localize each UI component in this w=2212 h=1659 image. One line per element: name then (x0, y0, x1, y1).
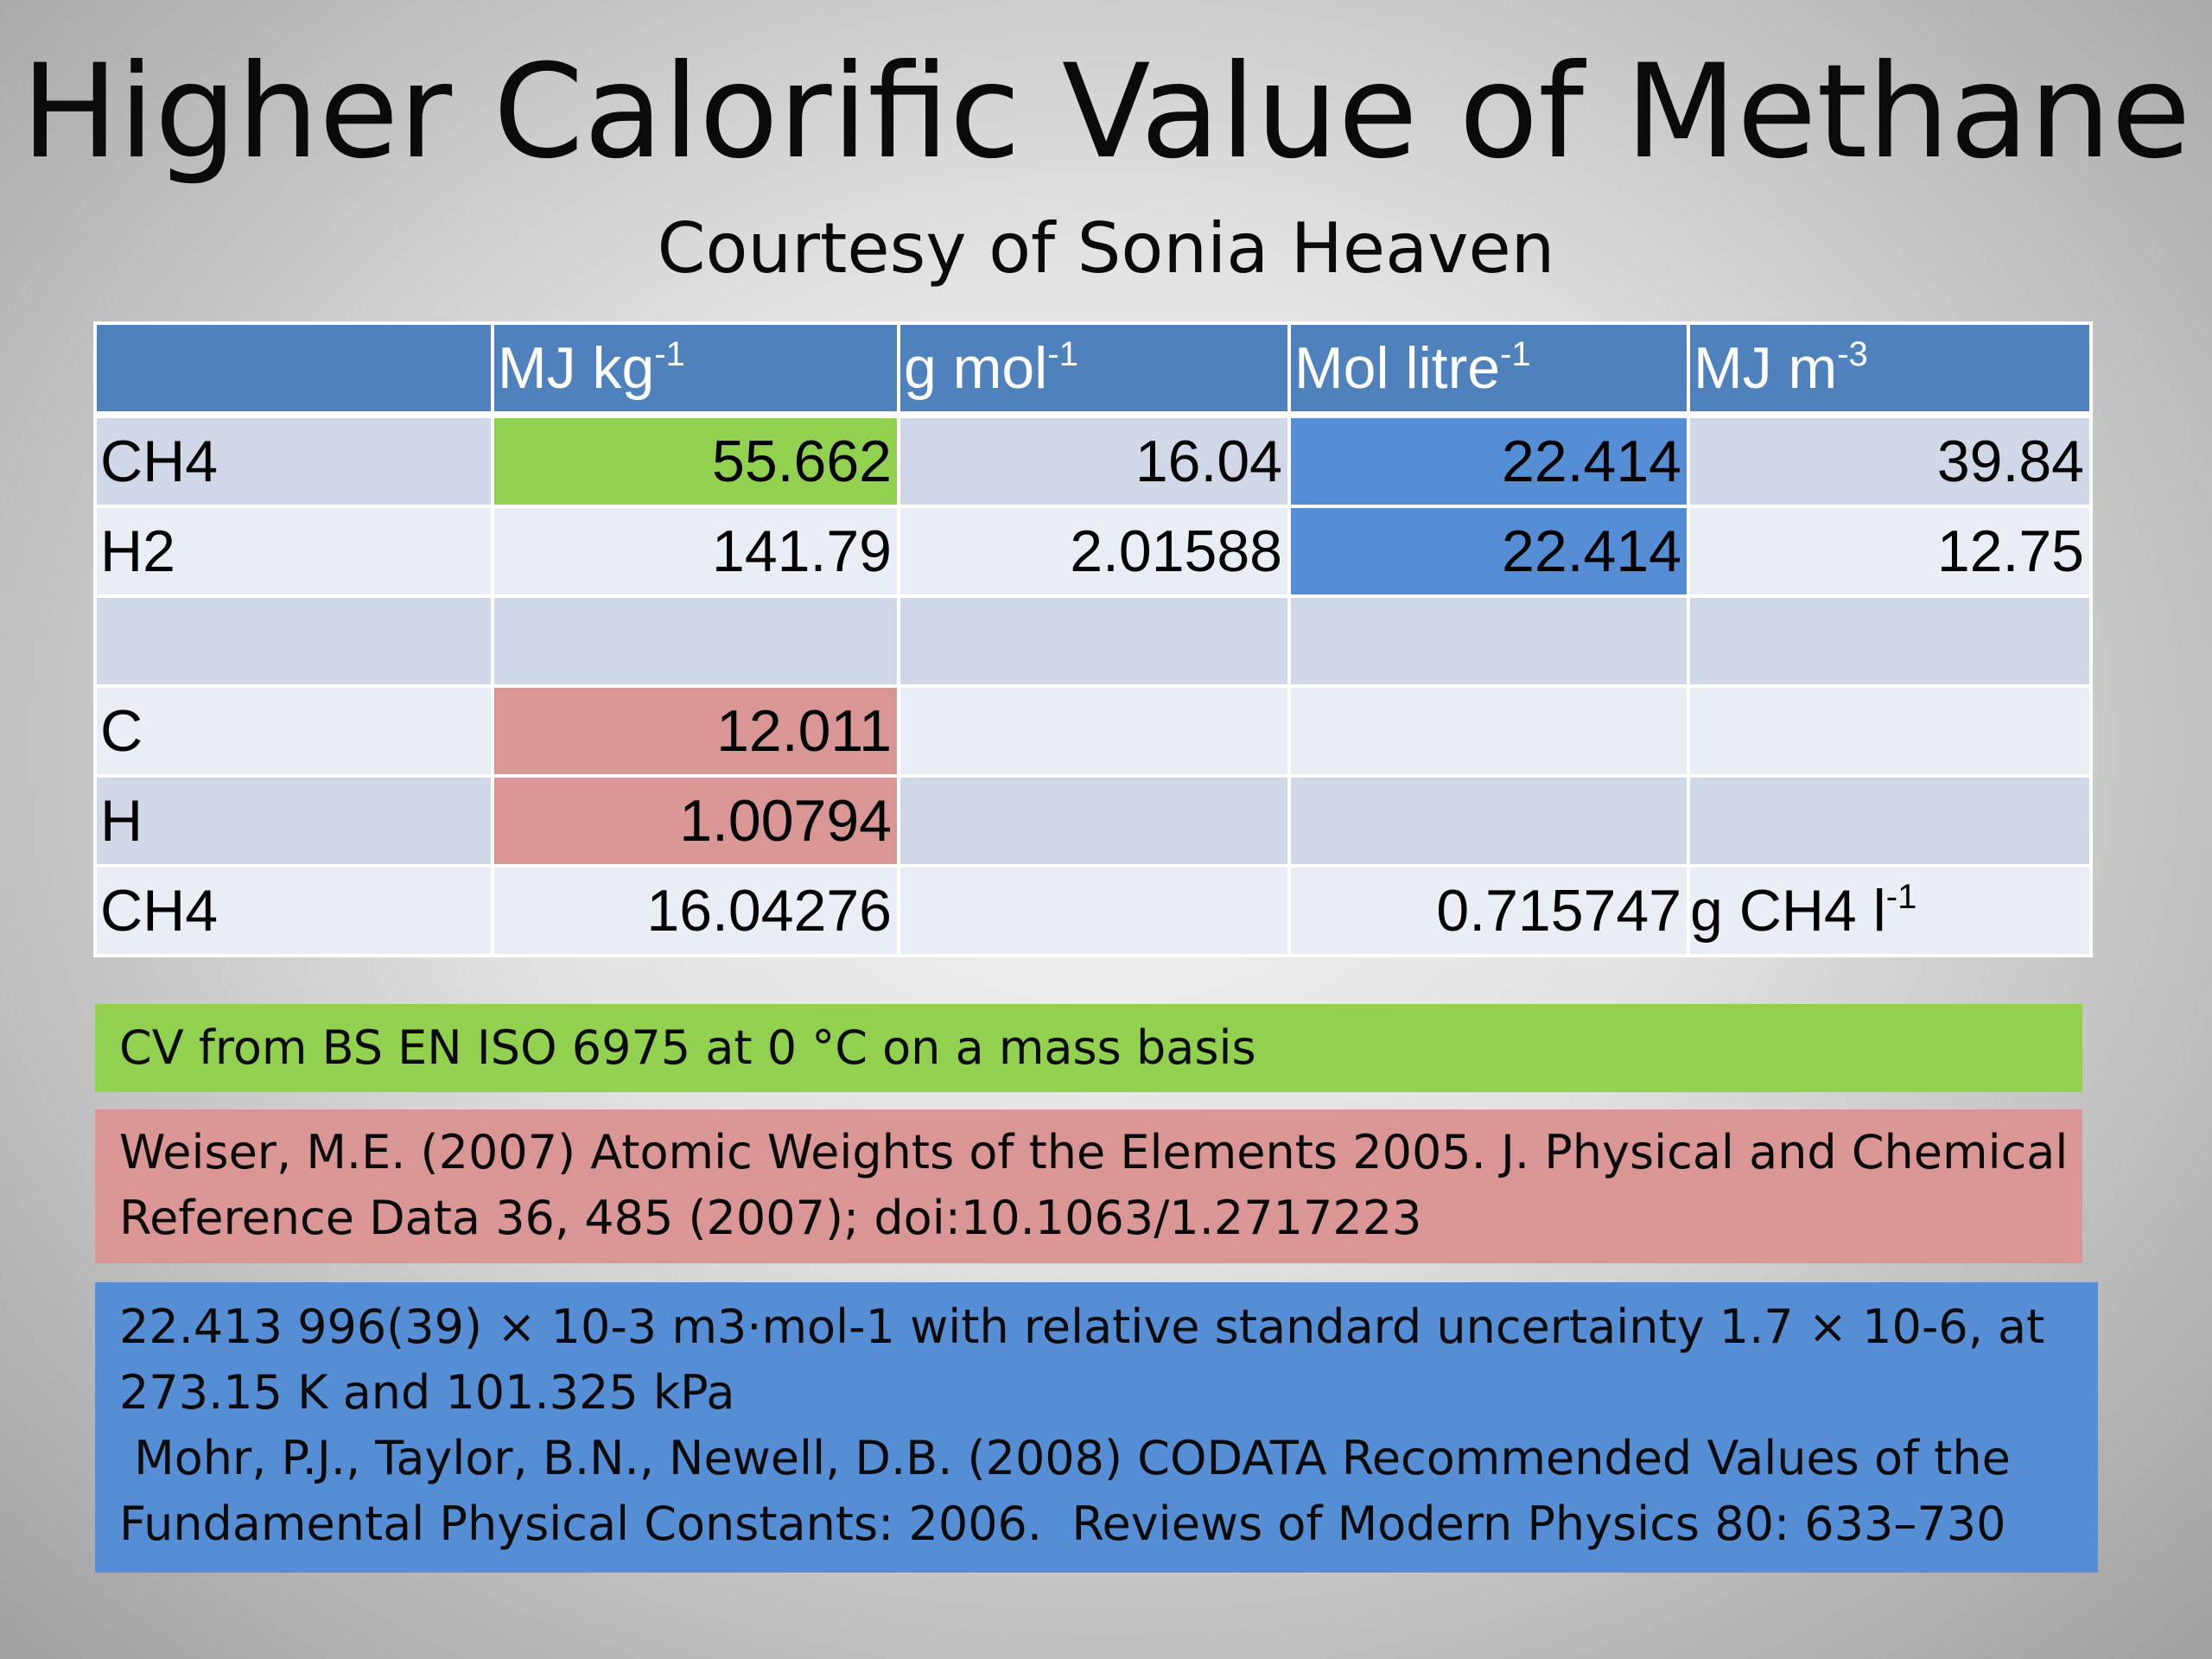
cell-value (1687, 594, 2093, 688)
cell-value (491, 594, 900, 688)
note-text: CV from BS EN ISO 6975 at 0 °C on a mass… (119, 1020, 1256, 1075)
cell-value: 0.715747 (1287, 864, 1690, 957)
cell-value: 16.04276 (491, 864, 900, 957)
table-row-h2: H2 141.79 2.01588 22.414 12.75 (93, 505, 2093, 598)
cell-label (93, 594, 494, 688)
table-row-empty (93, 594, 2093, 688)
header-cell-label (93, 321, 494, 418)
header-cell-mj-per-kg: MJ kg-1 (491, 321, 900, 418)
cell-value: 2.01588 (897, 505, 1291, 598)
cell-value (1287, 594, 1690, 688)
note-text: Mohr, P.J., Taylor, B.N., Newell, D.B. (… (119, 1431, 2011, 1485)
cell-value: 12.75 (1687, 505, 2093, 598)
cell-value: 55.662 (491, 413, 900, 508)
slide-title: Higher Calorific Value of Methane (21, 37, 2191, 188)
table-row-ch4: CH4 55.662 16.04 22.414 39.84 (93, 413, 2093, 508)
calorific-value-table: MJ kg-1 g mol-1 Mol litre-1 MJ m-3 CH4 5… (93, 321, 2093, 957)
table-row-ch4-molar: CH4 16.04276 0.715747 g CH4 l-1 (93, 864, 2093, 957)
header-cell-g-per-mol: g mol-1 (897, 321, 1291, 418)
header-cell-mol-per-litre: Mol litre-1 (1287, 321, 1690, 418)
cell-value: 16.04 (897, 413, 1291, 508)
note-text: Reference Data 36, 485 (2007); doi:10.10… (119, 1191, 1422, 1245)
cell-value: 1.00794 (491, 774, 900, 868)
header-cell-mj-per-m3: MJ m-3 (1687, 321, 2093, 418)
cell-value: 22.414 (1287, 505, 1690, 598)
cell-value (1687, 774, 2093, 868)
note-cv-source: CV from BS EN ISO 6975 at 0 °C on a mass… (95, 1004, 2082, 1092)
cell-label: CH4 (93, 413, 494, 508)
cell-value: 141.79 (491, 505, 900, 598)
slide-subtitle: Courtesy of Sonia Heaven (657, 208, 1555, 289)
cell-label: C (93, 684, 494, 778)
cell-label: H2 (93, 505, 494, 598)
note-molar-volume-reference: 22.413 996(39) × 10-3 m3·mol-1 with rela… (95, 1282, 2098, 1573)
note-atomic-weights-reference: Weiser, M.E. (2007) Atomic Weights of th… (95, 1109, 2082, 1263)
cell-value (1287, 684, 1690, 778)
cell-label: H (93, 774, 494, 868)
note-text: Fundamental Physical Constants: 2006. Re… (119, 1497, 2006, 1551)
cell-value (1687, 684, 2093, 778)
cell-label: CH4 (93, 864, 494, 957)
table-row-c: C 12.011 (93, 684, 2093, 778)
cell-value (1287, 774, 1690, 868)
cell-value: 39.84 (1687, 413, 2093, 508)
table-header-row: MJ kg-1 g mol-1 Mol litre-1 MJ m-3 (93, 321, 2093, 418)
note-text: 273.15 K and 101.325 kPa (119, 1365, 735, 1420)
cell-value (897, 684, 1291, 778)
cell-value: 22.414 (1287, 413, 1690, 508)
cell-value: 12.011 (491, 684, 900, 778)
note-text: 22.413 996(39) × 10-3 m3·mol-1 with rela… (119, 1300, 2045, 1354)
cell-value (897, 594, 1291, 688)
cell-value (897, 864, 1291, 957)
table-row-h: H 1.00794 (93, 774, 2093, 868)
note-text: Weiser, M.E. (2007) Atomic Weights of th… (119, 1125, 2069, 1179)
cell-density-unit: g CH4 l-1 (1687, 864, 2093, 957)
cell-value (897, 774, 1291, 868)
